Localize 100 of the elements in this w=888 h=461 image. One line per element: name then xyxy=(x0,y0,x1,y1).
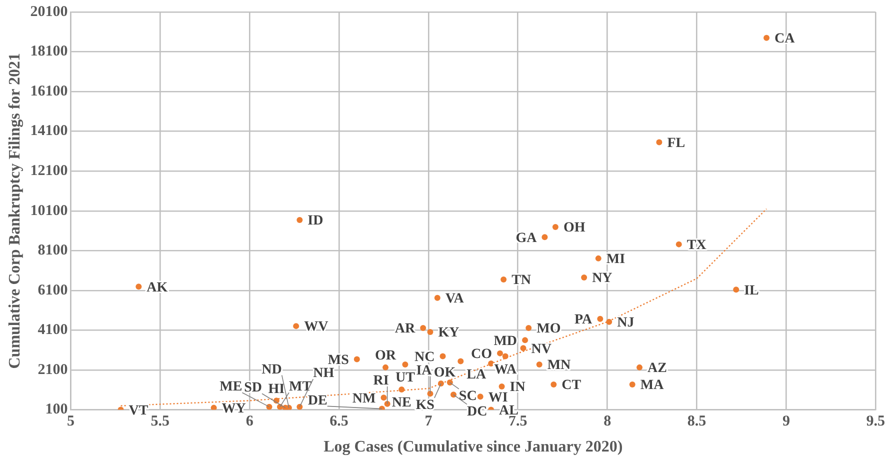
annotation: OR xyxy=(375,348,397,364)
point xyxy=(293,323,300,330)
annotation: VT xyxy=(128,403,149,418)
point xyxy=(733,286,740,293)
point xyxy=(427,329,434,336)
y-tick-label: 100 xyxy=(45,402,68,418)
annotation: DC xyxy=(466,404,488,420)
x-tick-label: 9 xyxy=(782,414,790,430)
point xyxy=(477,394,484,400)
point xyxy=(636,364,643,370)
annotation: AR xyxy=(394,322,416,337)
y-tick-label: 2100 xyxy=(38,362,68,378)
annotation: ND xyxy=(262,362,282,378)
point xyxy=(522,337,528,344)
point xyxy=(446,380,453,386)
annotation: MI xyxy=(606,252,626,268)
x-tick-label: 8 xyxy=(604,414,612,430)
point xyxy=(676,241,682,248)
annotation: NV xyxy=(531,342,552,357)
annotation: MN xyxy=(547,358,571,374)
annotation: NJ xyxy=(617,315,634,330)
point xyxy=(629,382,636,388)
annotation: ME xyxy=(220,380,242,395)
annotation: FL xyxy=(667,136,686,151)
point xyxy=(296,217,303,224)
annotation: VA xyxy=(445,291,465,306)
annotation: HI xyxy=(268,382,285,397)
annotation: OK xyxy=(434,365,456,380)
annotation: WI xyxy=(488,390,508,406)
point xyxy=(427,390,434,397)
point xyxy=(502,353,508,360)
point xyxy=(354,356,360,362)
point xyxy=(210,404,217,410)
annotation: NM xyxy=(352,391,376,406)
annotation: RI xyxy=(373,374,389,389)
y-axis-title: Cumulative Corp Bankruptcy Filings for 2021 xyxy=(6,53,24,369)
annotation: NE xyxy=(392,396,412,411)
annotation: MO xyxy=(536,322,561,337)
point xyxy=(398,386,405,393)
point xyxy=(597,316,604,322)
point xyxy=(764,34,770,41)
annotation: CO xyxy=(470,346,492,362)
point xyxy=(581,274,588,281)
x-tick-label: 6 xyxy=(246,414,254,430)
y-tick-label: 6100 xyxy=(38,282,68,298)
point xyxy=(440,353,446,360)
annotation: CT xyxy=(562,378,582,394)
annotation: PA xyxy=(574,312,594,328)
annotation: SD xyxy=(244,380,262,396)
annotation: GA xyxy=(516,230,538,246)
annotation: CA xyxy=(774,31,796,46)
annotation: KS xyxy=(416,398,435,414)
annotation: IA xyxy=(416,363,433,378)
y-tick-label: 4100 xyxy=(38,322,68,338)
point xyxy=(434,294,440,301)
point xyxy=(542,234,548,240)
point xyxy=(526,325,532,332)
point xyxy=(136,284,142,290)
annotation: TN xyxy=(512,273,532,288)
annotation: AK xyxy=(146,280,168,296)
annotation: ID xyxy=(308,214,324,229)
point xyxy=(550,382,557,388)
annotation: WA xyxy=(494,362,518,378)
point xyxy=(384,400,390,407)
annotation: KY xyxy=(438,326,460,341)
annotation: WY xyxy=(222,401,246,416)
annotation: OH xyxy=(563,220,586,236)
annotation: NY xyxy=(592,271,612,286)
y-tick-label: 14100 xyxy=(30,123,68,140)
point xyxy=(500,276,507,283)
y-tick-label: 12100 xyxy=(30,162,68,179)
annotation: IL xyxy=(744,283,759,298)
point xyxy=(382,364,389,370)
point xyxy=(458,358,464,364)
annotation: WV xyxy=(304,320,328,335)
x-axis-title: Log Cases (Cumulative since January 2020) xyxy=(324,438,623,456)
annotation: NC xyxy=(414,350,435,365)
point xyxy=(420,325,426,332)
annotation: IN xyxy=(510,380,526,396)
annotation: MA xyxy=(640,378,665,394)
y-tick-label: 16100 xyxy=(30,83,68,100)
point xyxy=(438,380,444,387)
x-tick-label: 5.5 xyxy=(150,414,170,430)
point xyxy=(606,318,612,325)
annotation: DE xyxy=(308,393,328,408)
point xyxy=(498,384,505,390)
annotation: NH xyxy=(313,366,334,382)
point xyxy=(552,224,558,230)
point xyxy=(450,392,456,398)
annotation: MD xyxy=(494,334,518,349)
x-tick-label: 7 xyxy=(424,414,433,430)
y-tick-label: 18100 xyxy=(30,44,68,60)
point xyxy=(536,361,542,368)
point xyxy=(595,255,602,262)
annotation: SC xyxy=(458,389,477,404)
annotation: AZ xyxy=(648,361,667,376)
annotation: LA xyxy=(466,368,487,383)
annotation: TX xyxy=(686,238,706,253)
point xyxy=(496,350,503,356)
x-tick-label: 5 xyxy=(66,414,74,430)
